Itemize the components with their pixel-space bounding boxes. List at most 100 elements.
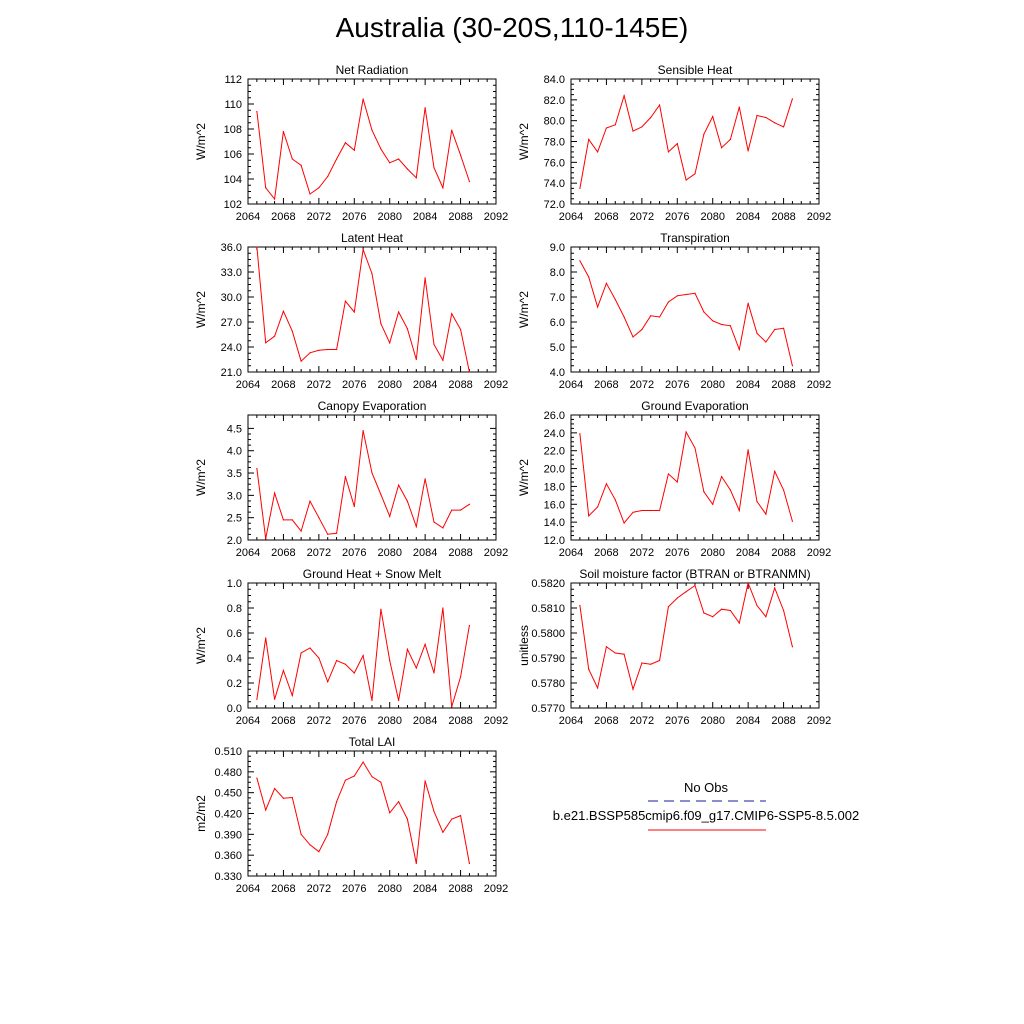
panel-total-lai: Total LAI m2/m2 2064 2068 2072 2076 2080 2084 20…: [194, 735, 508, 895]
canopy-evaporation-xtick-label: 2080: [377, 547, 401, 559]
soil-moisture-factor-btran-or-btranmn-data-point: [632, 688, 634, 690]
canopy-evaporation-xtick-label: 2064: [236, 547, 260, 559]
net-radiation-data-point: [318, 187, 320, 189]
transpiration-ytick-label: 5.0: [550, 342, 565, 354]
panel-canopy-evaporation: Canopy Evaporation W/m^2 2064 2068 2072 2076 2…: [194, 399, 508, 559]
net-radiation-xtick-label: 2080: [377, 211, 401, 223]
transpiration-data-point: [720, 323, 723, 326]
legend-label-obs: No Obs: [684, 780, 729, 795]
net-radiation-data-point: [415, 177, 417, 179]
canopy-evaporation-data-point: [291, 519, 293, 521]
total-lai-xtick-label: 2072: [307, 883, 331, 895]
canopy-evaporation-data-point: [318, 517, 320, 519]
canopy-evaporation-ytick-label: 4.5: [227, 423, 242, 435]
latent-heat-data-point: [371, 273, 373, 275]
ground-heat-snow-melt-data-point: [273, 698, 276, 700]
total-lai-plot-frame: [247, 750, 497, 877]
sensible-heat-title: Sensible Heat: [658, 63, 733, 77]
panel-ground-heat-snow-melt: Ground Heat + Snow Melt W/m^2 2064 2068 2072…: [194, 567, 508, 727]
total-lai-xtick-label: 2084: [413, 883, 437, 895]
total-lai-data-point: [309, 844, 311, 846]
total-lai-xtick-label: 2092: [484, 883, 508, 895]
sensible-heat-data-point: [676, 142, 678, 145]
total-lai-data-point: [451, 818, 453, 820]
net-radiation-ytick-label: 106: [224, 149, 242, 161]
canopy-evaporation-data-point: [459, 509, 462, 511]
total-lai-data-point: [265, 809, 267, 811]
soil-moisture-factor-btran-or-btranmn-data-point: [782, 609, 785, 612]
soil-moisture-factor-btran-or-btranmn-ytick-label: 0.5800: [531, 628, 565, 640]
total-lai-data-point: [424, 780, 426, 782]
panel-ground-evaporation: Ground Evaporation W/m^2 2064 2068 2072 2076 2…: [517, 399, 831, 559]
latent-heat-data-point: [442, 359, 444, 361]
transpiration-data-point: [641, 328, 643, 331]
latent-heat-data-point: [397, 311, 400, 313]
sensible-heat-data-point: [738, 106, 740, 108]
ground-heat-snow-melt-data-point: [353, 672, 355, 674]
latent-heat-data-point: [362, 248, 364, 251]
soil-moisture-factor-btran-or-btranmn-plot-frame: [570, 582, 820, 709]
ground-evaporation-data-point: [685, 431, 687, 433]
ground-heat-snow-melt-ytick-label: 0.8: [227, 603, 242, 615]
soil-moisture-factor-btran-or-btranmn-title: Soil moisture factor (BTRAN or BTRANMN): [579, 567, 810, 581]
soil-moisture-factor-btran-or-btranmn-data-point: [605, 646, 608, 648]
soil-moisture-factor-btran-or-btranmn-data-point: [720, 608, 723, 610]
sensible-heat-ytick-label: 84.0: [544, 74, 565, 86]
latent-heat-data-point: [424, 277, 426, 279]
transpiration-data-point: [747, 302, 749, 304]
transpiration-xtick-label: 2084: [736, 379, 760, 391]
sensible-heat-plot-frame: [570, 78, 820, 205]
sensible-heat-data-point: [641, 126, 643, 128]
ground-heat-snow-melt-data-point: [389, 659, 391, 662]
latent-heat-data-point: [415, 358, 417, 361]
panel-net-radiation: Net Radiation W/m^2 2064 2068 2072 2076 2080 20…: [194, 63, 508, 223]
ground-heat-snow-melt-series-line: [256, 607, 470, 707]
canopy-evaporation-data-point: [451, 509, 453, 511]
panel-soil-moisture-factor-btran-or-btranmn: Soil moisture factor (BTRAN or BTRANMN) u…: [517, 567, 831, 727]
soil-moisture-factor-btran-or-btranmn-data-point: [667, 606, 670, 608]
ground-evaporation-ytick-label: 26.0: [544, 410, 565, 422]
sensible-heat-data-point: [756, 114, 758, 117]
transpiration-data-point: [614, 298, 616, 301]
canopy-evaporation-data-point: [406, 500, 409, 502]
net-radiation-xtick-label: 2068: [271, 211, 295, 223]
latent-heat-data-point: [433, 343, 435, 346]
soil-moisture-factor-btran-or-btranmn-series-line: [579, 581, 793, 691]
ground-evaporation-data-point: [774, 470, 776, 472]
latent-heat-data-point: [300, 360, 302, 362]
ground-evaporation-xtick-label: 2072: [630, 547, 654, 559]
latent-heat-xtick-label: 2072: [307, 379, 331, 391]
transpiration-data-point: [765, 341, 767, 343]
sensible-heat-data-point: [729, 138, 732, 141]
latent-heat-ytick-label: 30.0: [221, 292, 242, 304]
net-radiation-data-point: [424, 107, 426, 109]
sensible-heat-data-point: [667, 151, 670, 153]
ground-heat-snow-melt-ytick-label: 0.2: [227, 678, 242, 690]
sensible-heat-xtick-label: 2064: [559, 211, 583, 223]
total-lai-data-point: [371, 776, 373, 778]
ground-heat-snow-melt-xtick-label: 2080: [377, 715, 401, 727]
canopy-evaporation-data-point: [273, 492, 276, 494]
total-lai-data-point: [406, 818, 409, 820]
latent-heat-data-point: [344, 300, 347, 302]
transpiration-data-point: [596, 306, 599, 308]
canopy-evaporation-data-point: [353, 505, 355, 508]
canopy-evaporation-plot-frame: [247, 414, 497, 541]
soil-moisture-factor-btran-or-btranmn-xtick-label: 2064: [559, 715, 583, 727]
latent-heat-title: Latent Heat: [341, 231, 404, 245]
soil-moisture-factor-btran-or-btranmn-ylabel: unitless: [517, 625, 531, 666]
latent-heat-plot-frame: [247, 246, 497, 373]
ground-evaporation-ytick-label: 14.0: [544, 517, 565, 529]
soil-moisture-factor-btran-or-btranmn-xtick-label: 2084: [736, 715, 760, 727]
ground-evaporation-data-point: [756, 501, 758, 503]
latent-heat-data-point: [318, 349, 320, 351]
ground-evaporation-data-point: [658, 509, 661, 512]
sensible-heat-data-point: [694, 173, 696, 175]
sensible-heat-xtick-label: 2076: [665, 211, 689, 223]
ground-heat-snow-melt-xtick-label: 2092: [484, 715, 508, 727]
total-lai-data-point: [415, 862, 417, 865]
latent-heat-xtick-label: 2080: [377, 379, 401, 391]
sensible-heat-data-point: [685, 179, 687, 181]
soil-moisture-factor-btran-or-btranmn-data-point: [579, 604, 581, 607]
ground-evaporation-data-point: [588, 515, 590, 517]
